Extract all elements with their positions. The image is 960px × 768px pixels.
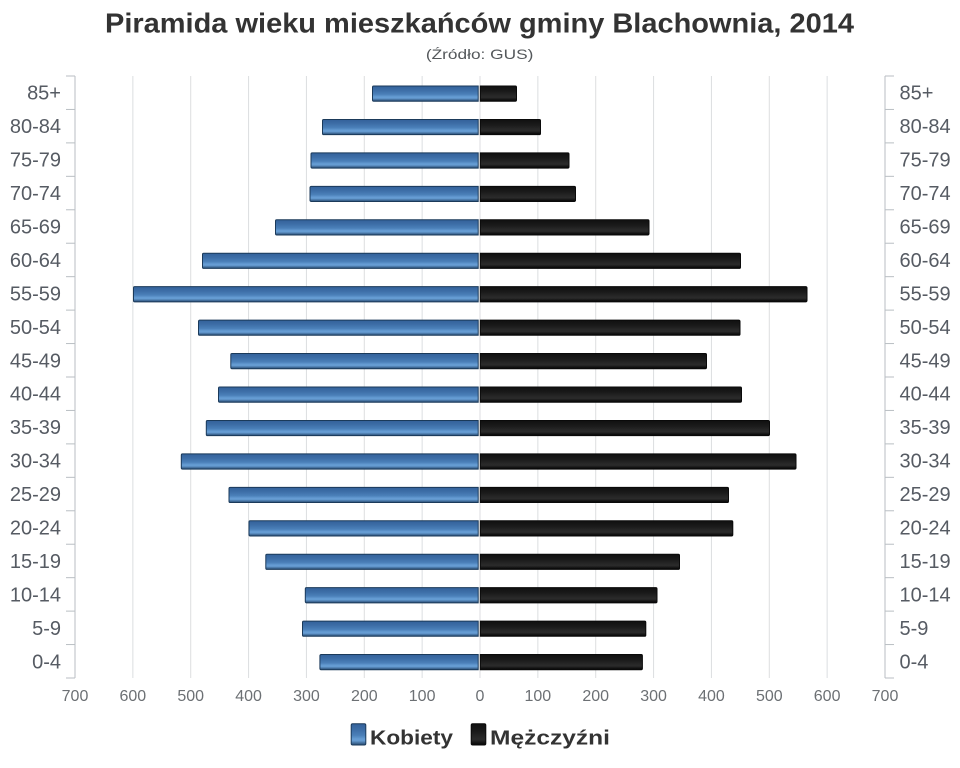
svg-text:5-9: 5-9 (32, 618, 61, 640)
svg-text:200: 200 (582, 688, 609, 705)
svg-text:55-59: 55-59 (900, 283, 951, 305)
svg-text:70-74: 70-74 (10, 183, 61, 205)
svg-text:35-39: 35-39 (10, 417, 61, 439)
svg-text:55-59: 55-59 (10, 283, 61, 305)
svg-text:700: 700 (872, 688, 899, 705)
svg-text:75-79: 75-79 (10, 150, 61, 172)
svg-text:Piramida wieku mieszkańców gmi: Piramida wieku mieszkańców gminy Blachow… (105, 8, 854, 39)
svg-text:Mężczyźni: Mężczyźni (490, 727, 610, 749)
svg-text:40-44: 40-44 (900, 384, 951, 406)
svg-text:20-24: 20-24 (10, 518, 61, 540)
svg-text:100: 100 (409, 688, 436, 705)
svg-text:50-54: 50-54 (900, 317, 951, 339)
svg-text:100: 100 (525, 688, 552, 705)
svg-text:45-49: 45-49 (10, 350, 61, 372)
svg-text:15-19: 15-19 (10, 551, 61, 573)
svg-text:400: 400 (698, 688, 725, 705)
svg-text:500: 500 (756, 688, 783, 705)
svg-text:25-29: 25-29 (10, 484, 61, 506)
svg-text:30-34: 30-34 (10, 451, 61, 473)
svg-text:0: 0 (476, 688, 485, 705)
svg-text:85+: 85+ (900, 83, 934, 105)
svg-text:30-34: 30-34 (900, 451, 951, 473)
svg-text:600: 600 (120, 688, 147, 705)
svg-text:10-14: 10-14 (900, 584, 951, 606)
svg-text:20-24: 20-24 (900, 518, 951, 540)
svg-text:60-64: 60-64 (10, 250, 61, 272)
svg-text:600: 600 (814, 688, 841, 705)
svg-text:0-4: 0-4 (32, 651, 61, 673)
svg-text:300: 300 (293, 688, 320, 705)
svg-text:200: 200 (351, 688, 378, 705)
svg-text:70-74: 70-74 (900, 183, 951, 205)
svg-text:75-79: 75-79 (900, 150, 951, 172)
svg-text:80-84: 80-84 (10, 116, 61, 138)
svg-text:60-64: 60-64 (900, 250, 951, 272)
svg-text:45-49: 45-49 (900, 350, 951, 372)
svg-text:85+: 85+ (27, 83, 61, 105)
svg-text:Kobiety: Kobiety (370, 727, 454, 749)
svg-text:65-69: 65-69 (10, 217, 61, 239)
svg-text:25-29: 25-29 (900, 484, 951, 506)
svg-text:500: 500 (177, 688, 204, 705)
svg-text:10-14: 10-14 (10, 584, 61, 606)
svg-text:(Źródło: GUS): (Źródło: GUS) (426, 46, 534, 62)
svg-text:65-69: 65-69 (900, 217, 951, 239)
svg-text:80-84: 80-84 (900, 116, 951, 138)
svg-text:700: 700 (62, 688, 89, 705)
svg-text:35-39: 35-39 (900, 417, 951, 439)
svg-text:0-4: 0-4 (900, 651, 929, 673)
svg-text:400: 400 (235, 688, 262, 705)
svg-text:5-9: 5-9 (900, 618, 929, 640)
svg-text:15-19: 15-19 (900, 551, 951, 573)
svg-text:40-44: 40-44 (10, 384, 61, 406)
svg-text:50-54: 50-54 (10, 317, 61, 339)
svg-text:300: 300 (640, 688, 667, 705)
